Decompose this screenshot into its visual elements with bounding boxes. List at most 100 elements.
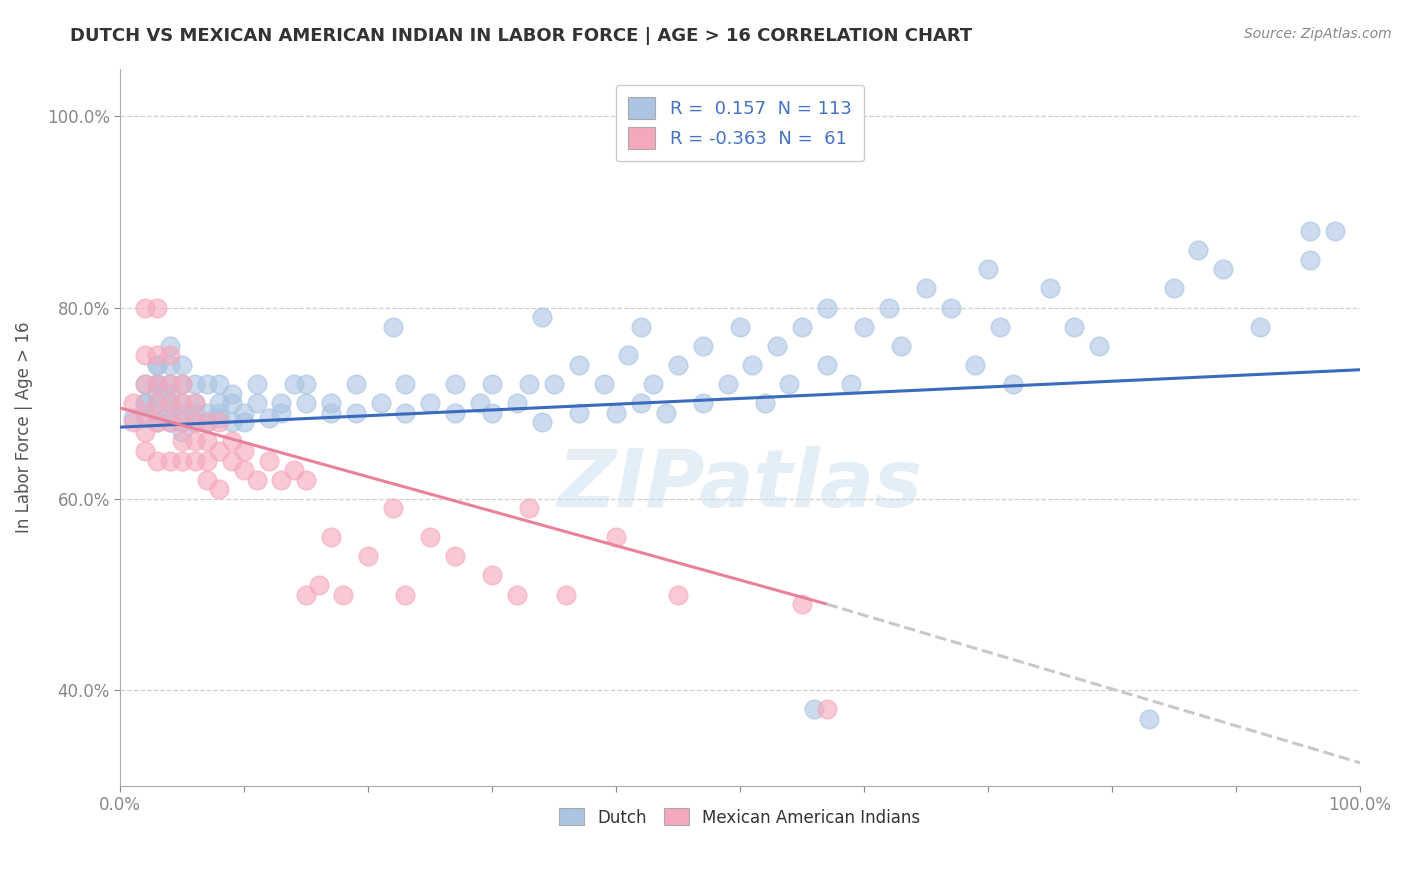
Point [319, 530, 342, 544]
Point [815, 358, 838, 372]
Point [394, 377, 416, 392]
Point [790, 319, 813, 334]
Point [172, 416, 194, 430]
Point [257, 410, 280, 425]
Point [319, 406, 342, 420]
Point [344, 406, 367, 420]
Point [159, 386, 181, 401]
Point [134, 396, 156, 410]
Point [481, 406, 503, 420]
Point [283, 463, 305, 477]
Point [195, 453, 218, 467]
Point [617, 348, 640, 362]
Point [977, 262, 1000, 277]
Point [134, 444, 156, 458]
Point [246, 396, 269, 410]
Point [208, 410, 231, 425]
Point [506, 587, 529, 601]
Point [146, 416, 169, 430]
Point [1137, 712, 1160, 726]
Point [221, 434, 243, 449]
Point [183, 453, 205, 467]
Point [852, 319, 875, 334]
Point [134, 410, 156, 425]
Point [766, 339, 789, 353]
Point [530, 416, 553, 430]
Point [419, 396, 441, 410]
Text: Source: ZipAtlas.com: Source: ZipAtlas.com [1244, 27, 1392, 41]
Point [159, 416, 181, 430]
Point [1063, 319, 1085, 334]
Point [666, 587, 689, 601]
Point [1163, 281, 1185, 295]
Point [146, 386, 169, 401]
Point [295, 377, 318, 392]
Point [1299, 252, 1322, 267]
Point [568, 358, 591, 372]
Point [233, 444, 256, 458]
Point [728, 319, 751, 334]
Point [246, 377, 269, 392]
Point [121, 396, 143, 410]
Point [246, 473, 269, 487]
Point [1088, 339, 1111, 353]
Point [172, 453, 194, 467]
Point [146, 301, 169, 315]
Point [146, 377, 169, 392]
Point [146, 377, 169, 392]
Point [159, 406, 181, 420]
Point [630, 319, 652, 334]
Point [172, 358, 194, 372]
Point [332, 587, 354, 601]
Point [146, 396, 169, 410]
Point [195, 434, 218, 449]
Point [308, 578, 330, 592]
Point [344, 377, 367, 392]
Point [1212, 262, 1234, 277]
Point [741, 358, 763, 372]
Point [208, 483, 231, 497]
Point [159, 358, 181, 372]
Point [208, 416, 231, 430]
Point [295, 473, 318, 487]
Point [183, 434, 205, 449]
Point [134, 301, 156, 315]
Point [517, 501, 540, 516]
Point [233, 406, 256, 420]
Point [121, 410, 143, 425]
Point [159, 396, 181, 410]
Point [195, 416, 218, 430]
Point [988, 319, 1011, 334]
Point [914, 281, 936, 295]
Point [468, 396, 491, 410]
Point [1323, 224, 1346, 238]
Point [159, 453, 181, 467]
Point [381, 501, 404, 516]
Point [517, 377, 540, 392]
Point [134, 425, 156, 439]
Point [146, 396, 169, 410]
Point [555, 587, 578, 601]
Point [319, 396, 342, 410]
Point [779, 377, 801, 392]
Point [146, 406, 169, 420]
Text: DUTCH VS MEXICAN AMERICAN INDIAN IN LABOR FORCE | AGE > 16 CORRELATION CHART: DUTCH VS MEXICAN AMERICAN INDIAN IN LABO… [70, 27, 973, 45]
Point [1187, 244, 1209, 258]
Point [444, 406, 467, 420]
Point [221, 453, 243, 467]
Point [1039, 281, 1062, 295]
Point [172, 396, 194, 410]
Point [221, 416, 243, 430]
Point [134, 406, 156, 420]
Point [1249, 319, 1271, 334]
Point [790, 597, 813, 611]
Point [270, 396, 292, 410]
Point [1001, 377, 1024, 392]
Point [208, 406, 231, 420]
Y-axis label: In Labor Force | Age > 16: In Labor Force | Age > 16 [15, 321, 32, 533]
Point [183, 416, 205, 430]
Point [283, 377, 305, 392]
Point [481, 568, 503, 582]
Point [146, 416, 169, 430]
Point [530, 310, 553, 325]
